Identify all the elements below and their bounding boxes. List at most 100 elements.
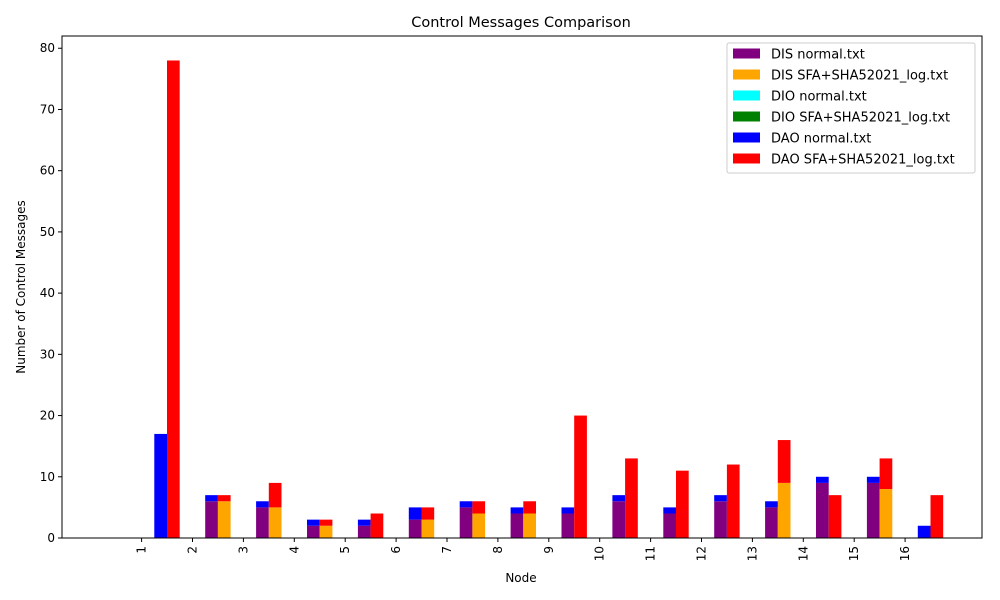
bar-dao-sfa-sha52021-log-txt	[167, 60, 180, 539]
bars-layer	[154, 60, 944, 539]
bar-dis-sfa-sha52021-log-txt	[879, 489, 893, 538]
x-tick-label: 16	[898, 546, 912, 561]
legend-swatch	[733, 69, 760, 80]
y-tick-label: 70	[40, 102, 55, 116]
bar-dis-normal-txt	[561, 513, 575, 538]
bar-dis-normal-txt	[510, 513, 524, 538]
bar-dis-normal-txt	[459, 507, 473, 538]
bar-dao-normal-txt	[561, 507, 575, 514]
bar-dao-normal-txt	[816, 476, 829, 483]
bar-dao-sfa-sha52021-log-txt	[472, 501, 486, 514]
bar-dao-sfa-sha52021-log-txt	[930, 495, 944, 538]
bar-dao-sfa-sha52021-log-txt	[217, 495, 231, 502]
bar-dao-normal-txt	[765, 501, 778, 508]
bar-dao-sfa-sha52021-log-txt	[676, 470, 689, 538]
x-tick-label: 11	[644, 546, 658, 561]
bar-dao-normal-txt	[866, 476, 880, 483]
x-tick-label: 7	[440, 546, 454, 554]
x-tick-label: 15	[847, 546, 861, 561]
legend-label: DAO SFA+SHA52021_log.txt	[771, 153, 955, 168]
bar-dao-normal-txt	[459, 501, 473, 508]
x-tick-label: 14	[796, 546, 810, 561]
y-axis-label: Number of Control Messages	[14, 200, 28, 373]
bar-dis-normal-txt	[816, 482, 829, 538]
bar-dis-normal-txt	[307, 525, 320, 538]
x-tick-label: 4	[287, 546, 301, 554]
x-tick-label: 1	[135, 546, 149, 554]
legend-swatch	[733, 132, 760, 143]
legend-swatch	[733, 48, 760, 59]
x-tick-label: 12	[695, 546, 709, 561]
bar-dis-sfa-sha52021-log-txt	[319, 525, 333, 538]
x-tick-label: 6	[389, 546, 403, 554]
bar-dao-sfa-sha52021-log-txt	[828, 495, 842, 538]
x-tick-label: 10	[593, 546, 607, 561]
bar-dao-sfa-sha52021-log-txt	[879, 458, 893, 490]
bar-dao-normal-txt	[510, 507, 524, 514]
bar-dis-sfa-sha52021-log-txt	[472, 513, 486, 538]
bar-dao-normal-txt	[307, 519, 320, 526]
bar-dis-normal-txt	[612, 501, 626, 538]
y-tick-label: 50	[40, 225, 55, 239]
bar-dis-normal-txt	[714, 501, 727, 538]
y-tick-label: 20	[40, 409, 55, 423]
y-tick-label: 30	[40, 347, 55, 361]
legend-label: DIO SFA+SHA52021_log.txt	[771, 111, 950, 126]
y-tick-label: 80	[40, 41, 55, 55]
plot-frame	[61, 35, 983, 539]
bar-dao-sfa-sha52021-log-txt	[421, 507, 435, 520]
legend-box	[726, 42, 976, 174]
bar-dis-normal-txt	[408, 519, 422, 538]
legend-swatch	[733, 90, 760, 101]
x-axis-label: Node	[505, 571, 536, 585]
bar-dis-normal-txt	[866, 482, 880, 538]
bar-dao-sfa-sha52021-log-txt	[268, 482, 282, 508]
bar-dis-sfa-sha52021-log-txt	[268, 507, 282, 538]
bar-dao-sfa-sha52021-log-txt	[523, 501, 536, 514]
bar-dis-normal-txt	[357, 525, 371, 538]
bar-dao-normal-txt	[256, 501, 269, 508]
bar-dao-normal-txt	[663, 507, 676, 514]
x-axis: 1 2 3 4 5 6 7 8 9 10 11 12 13 14 15 16	[135, 538, 912, 561]
bar-dao-sfa-sha52021-log-txt	[574, 415, 587, 538]
x-tick-label: 5	[338, 546, 352, 554]
bar-dis-normal-txt	[663, 513, 676, 538]
bar-dis-normal-txt	[256, 507, 269, 538]
chart-title: Control Messages Comparison	[411, 15, 631, 31]
legend: DIS normal.txt DIS SFA+SHA52021_log.txt DI…	[726, 42, 976, 174]
bar-dao-sfa-sha52021-log-txt	[777, 440, 791, 483]
bar-dao-normal-txt	[917, 525, 931, 538]
y-tick-label: 10	[40, 470, 55, 484]
y-axis: 0 10 20 30 40 50 60 70 80	[40, 41, 62, 545]
y-tick-label: 0	[47, 531, 55, 545]
bar-dis-sfa-sha52021-log-txt	[421, 519, 435, 538]
legend-label: DIS SFA+SHA52021_log.txt	[771, 69, 948, 84]
bar-dao-sfa-sha52021-log-txt	[625, 458, 638, 538]
bar-dao-sfa-sha52021-log-txt	[319, 519, 333, 526]
bar-dao-normal-txt	[408, 507, 422, 520]
bar-dis-sfa-sha52021-log-txt	[217, 501, 231, 538]
x-tick-label: 8	[491, 546, 505, 554]
legend-swatch	[733, 111, 760, 122]
bar-dao-normal-txt	[205, 495, 218, 502]
bar-dao-sfa-sha52021-log-txt	[726, 464, 740, 538]
legend-swatch	[733, 153, 760, 164]
x-tick-label: 2	[186, 546, 200, 554]
y-tick-label: 40	[40, 286, 55, 300]
legend-label: DIS normal.txt	[771, 48, 865, 63]
x-tick-label: 3	[236, 546, 250, 554]
bar-dao-normal-txt	[714, 495, 727, 502]
bar-dis-sfa-sha52021-log-txt	[523, 513, 536, 538]
y-tick-label: 60	[40, 164, 55, 178]
bar-dao-sfa-sha52021-log-txt	[370, 513, 384, 538]
bar-dis-normal-txt	[765, 507, 778, 538]
x-tick-label: 9	[542, 546, 556, 554]
bar-dao-normal-txt	[612, 495, 626, 502]
legend-label: DAO normal.txt	[771, 132, 871, 147]
bar-dis-normal-txt	[205, 501, 218, 538]
bar-dao-normal-txt	[357, 519, 371, 526]
legend-label: DIO normal.txt	[771, 90, 867, 105]
x-tick-label: 13	[745, 546, 759, 561]
bar-dao-normal-txt	[154, 433, 167, 538]
